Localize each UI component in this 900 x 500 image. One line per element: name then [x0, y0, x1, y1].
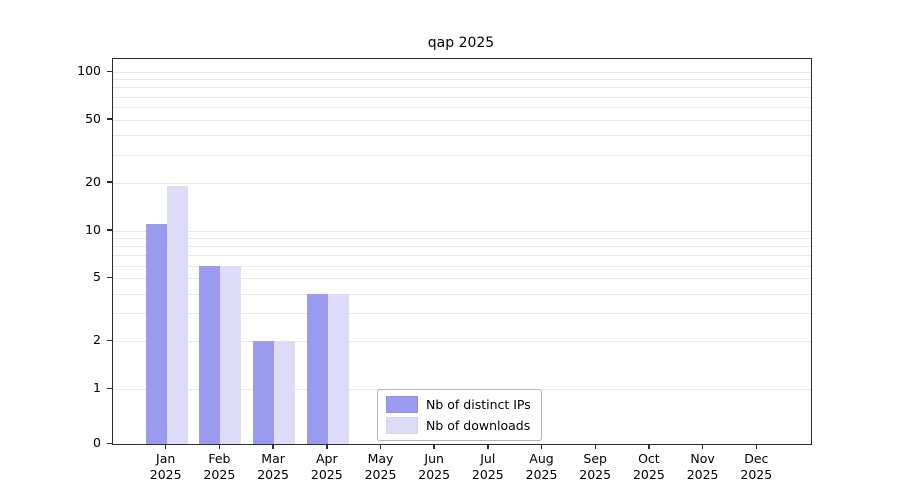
x-tick-mark	[594, 444, 596, 449]
y-tick-label: 0	[93, 435, 101, 450]
gridline	[113, 72, 811, 73]
y-tick-mark	[107, 70, 112, 72]
y-tick-label: 20	[85, 173, 101, 189]
x-tick-mark	[326, 444, 328, 449]
y-tick-mark	[107, 339, 112, 342]
gridline	[113, 135, 811, 137]
x-tick-mark	[272, 444, 274, 449]
gridline	[113, 245, 811, 247]
x-tick-label-apr: Apr 2025	[310, 451, 343, 482]
bar-distinct-ips-mar	[253, 341, 275, 444]
gridline	[113, 278, 811, 280]
bar-downloads-apr	[327, 293, 349, 444]
bar-downloads-mar	[274, 341, 296, 444]
y-tick-mark	[107, 276, 112, 279]
legend: Nb of distinct IPs Nb of downloads	[377, 389, 542, 441]
x-tick-label-may: May 2025	[364, 451, 397, 482]
plot-area	[112, 58, 812, 445]
gridline	[113, 87, 811, 89]
y-tick-label: 1	[93, 380, 101, 395]
x-tick-mark	[379, 444, 382, 449]
chart-title: qap 2025	[427, 35, 495, 51]
x-tick-label-dec: Dec 2025	[740, 451, 773, 482]
y-tick-mark	[107, 229, 112, 231]
y-tick-label: 2	[93, 332, 101, 348]
y-tick-mark	[107, 442, 112, 444]
gridline	[113, 255, 811, 257]
y-tick-mark	[107, 387, 112, 389]
x-tick-label-jul: Jul 2025	[471, 451, 504, 482]
bar-distinct-ips-feb	[199, 265, 221, 444]
gridline	[113, 79, 811, 81]
x-tick-mark	[648, 444, 650, 449]
y-tick-label: 5	[93, 269, 101, 285]
y-tick-mark	[107, 118, 112, 120]
x-tick-label-oct: Oct 2025	[632, 451, 665, 482]
x-tick-mark	[755, 444, 758, 449]
x-tick-mark	[540, 444, 543, 449]
x-tick-mark	[433, 444, 435, 449]
gridline	[113, 230, 811, 232]
x-tick-label-jan: Jan 2025	[149, 451, 182, 482]
bar-distinct-ips-jan	[145, 223, 167, 444]
x-tick-label-mar: Mar 2025	[257, 451, 289, 482]
gridline	[113, 265, 811, 267]
gridline	[113, 154, 811, 156]
gridline	[113, 293, 811, 295]
gridline	[113, 119, 811, 121]
legend-swatch-distinct-ips	[386, 396, 418, 413]
gridline	[113, 96, 811, 98]
bar-downloads-jan	[166, 186, 188, 444]
legend-swatch-downloads	[386, 417, 418, 434]
x-tick-mark	[218, 444, 221, 449]
x-tick-mark	[164, 444, 167, 449]
legend-label-distinct-ips: Nb of distinct IPs	[426, 397, 531, 412]
gridline	[113, 182, 811, 184]
gridline	[113, 107, 811, 109]
x-tick-mark	[701, 444, 704, 449]
y-tick-label: 100	[77, 63, 101, 78]
legend-item-distinct-ips: Nb of distinct IPs	[386, 396, 531, 413]
gridline	[113, 313, 811, 315]
legend-item-downloads: Nb of downloads	[386, 417, 531, 434]
x-tick-label-feb: Feb 2025	[203, 451, 236, 482]
x-tick-label-jun: Jun 2025	[418, 451, 451, 482]
x-tick-label-nov: Nov 2025	[686, 451, 719, 482]
x-tick-label-sep: Sep 2025	[579, 451, 612, 482]
x-tick-mark	[487, 444, 489, 449]
gridline	[113, 237, 811, 239]
gridline	[113, 341, 811, 343]
bar-downloads-feb	[220, 265, 242, 444]
x-tick-label-aug: Aug 2025	[525, 451, 558, 482]
y-tick-label: 50	[85, 110, 101, 126]
bar-distinct-ips-apr	[306, 293, 328, 444]
y-tick-mark	[107, 181, 112, 183]
legend-label-downloads: Nb of downloads	[426, 418, 531, 433]
y-tick-label: 10	[85, 221, 101, 237]
